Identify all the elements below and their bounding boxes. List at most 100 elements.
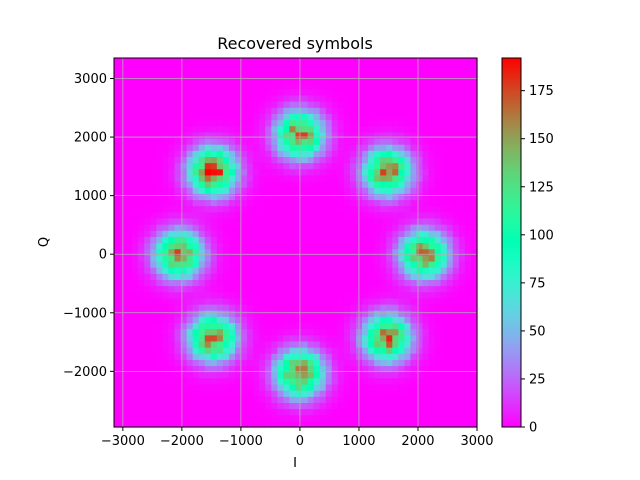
heatmap-cell <box>410 273 418 280</box>
heatmap-cell <box>222 340 230 348</box>
heatmap-cell <box>398 260 405 268</box>
heatmap-cell <box>192 242 200 250</box>
heatmap-cell <box>410 131 418 139</box>
heatmap-cell <box>138 113 145 121</box>
heatmap-cell <box>295 224 303 231</box>
heatmap-cell <box>216 174 224 182</box>
heatmap-cell <box>247 267 254 274</box>
heatmap-cell <box>410 267 418 274</box>
heatmap-cell <box>458 242 466 250</box>
heatmap-cell <box>150 310 157 317</box>
heatmap-cell <box>422 113 430 121</box>
heatmap-cell <box>386 224 393 231</box>
heatmap-cell <box>325 199 333 207</box>
heatmap-cell <box>422 70 430 78</box>
heatmap-cell <box>428 365 436 373</box>
heatmap-cell <box>325 174 333 182</box>
heatmap-cell <box>150 174 157 182</box>
heatmap-cell <box>156 131 163 139</box>
heatmap-cell <box>186 267 194 274</box>
heatmap-cell <box>259 211 266 219</box>
heatmap-cell <box>404 353 412 360</box>
heatmap-cell <box>265 205 272 213</box>
heatmap-cell <box>319 199 327 207</box>
heatmap-cell <box>259 340 266 348</box>
heatmap-cell <box>434 420 442 428</box>
heatmap-cell <box>446 291 454 299</box>
heatmap-cell <box>253 187 260 194</box>
heatmap-cell <box>186 260 194 268</box>
heatmap-cell <box>343 365 351 373</box>
heatmap-cell <box>150 285 157 293</box>
heatmap-cell <box>126 285 133 293</box>
heatmap-cell <box>210 187 218 194</box>
heatmap-cell <box>386 131 393 139</box>
heatmap-cell <box>228 291 236 299</box>
heatmap-cell <box>368 150 375 157</box>
heatmap-cell <box>325 242 333 250</box>
heatmap-cell <box>198 377 206 385</box>
heatmap-cell <box>222 199 230 207</box>
heatmap-cell <box>126 211 133 219</box>
heatmap-cell <box>265 187 272 194</box>
heatmap-cell <box>283 334 291 342</box>
heatmap-cell <box>138 273 145 280</box>
heatmap-cell <box>228 224 236 231</box>
heatmap-cell <box>295 267 303 274</box>
heatmap-cell <box>422 322 430 330</box>
heatmap-cell <box>398 402 405 410</box>
heatmap-cell <box>120 254 127 262</box>
heatmap-cell <box>470 119 478 127</box>
heatmap-cell <box>216 82 224 90</box>
heatmap-cell <box>192 316 200 324</box>
heatmap-cell <box>464 137 472 145</box>
heatmap-cell <box>222 248 230 256</box>
heatmap-cell <box>228 64 236 71</box>
heatmap-cell <box>434 414 442 422</box>
heatmap-cell <box>307 420 315 428</box>
heatmap-cell <box>216 414 224 422</box>
heatmap-cell <box>156 230 163 237</box>
heatmap-cell <box>168 347 176 354</box>
heatmap-cell <box>114 377 121 385</box>
heatmap-cell <box>271 353 278 360</box>
heatmap-cell <box>319 174 327 182</box>
heatmap-cell <box>464 113 472 121</box>
heatmap-cell <box>368 82 375 90</box>
heatmap-cell <box>307 396 315 403</box>
heatmap-cell <box>162 224 170 231</box>
heatmap-cell <box>198 199 206 207</box>
heatmap-cell <box>120 279 127 287</box>
heatmap-cell <box>470 224 478 231</box>
heatmap-cell <box>235 125 242 133</box>
heatmap-cell <box>210 64 218 71</box>
heatmap-cell <box>174 150 182 157</box>
heatmap-cell <box>337 82 345 90</box>
heatmap-cell <box>283 64 291 71</box>
heatmap-cell <box>114 334 121 342</box>
heatmap-cell <box>295 297 303 305</box>
heatmap-cell <box>349 82 357 90</box>
heatmap-cell <box>253 162 260 170</box>
heatmap-cell <box>343 150 351 157</box>
heatmap-cell <box>349 131 357 139</box>
heatmap-cell <box>416 316 424 324</box>
heatmap-cell <box>404 383 412 391</box>
heatmap-cell <box>192 328 200 336</box>
heatmap-cell <box>349 144 357 151</box>
heatmap-cell <box>410 101 418 108</box>
heatmap-cell <box>210 58 218 65</box>
heatmap-cell <box>114 347 121 354</box>
heatmap-cell <box>228 131 236 139</box>
heatmap-cell <box>331 310 339 317</box>
heatmap-cell <box>271 420 278 428</box>
heatmap-cell <box>404 396 412 403</box>
heatmap-cell <box>120 291 127 299</box>
heatmap-cell <box>295 291 303 299</box>
heatmap-cell <box>162 156 170 164</box>
heatmap-cell <box>368 377 375 385</box>
heatmap-cell <box>368 144 375 151</box>
heatmap-cell <box>470 217 478 225</box>
heatmap-cell <box>180 217 188 225</box>
heatmap-cell <box>144 137 151 145</box>
